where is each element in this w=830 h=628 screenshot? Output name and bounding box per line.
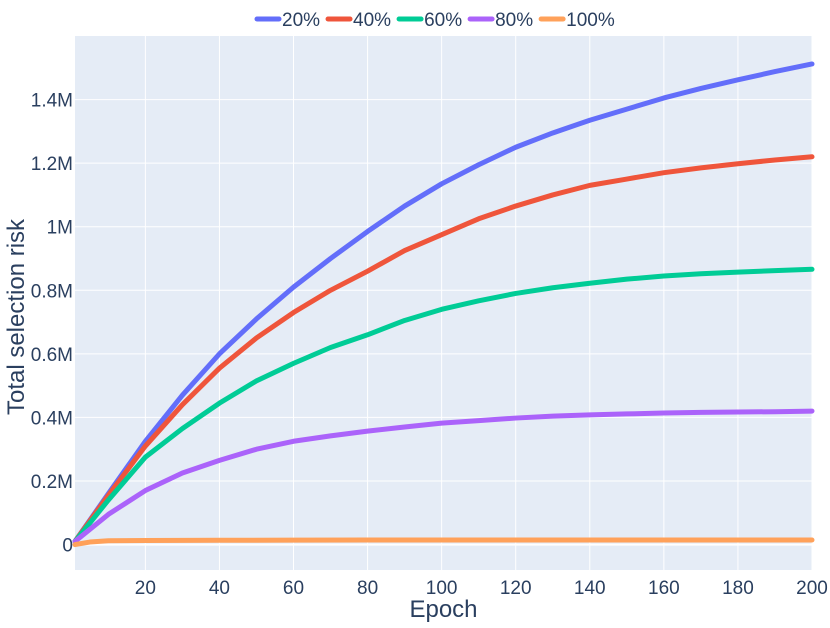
- y-tick-label: 1.2M: [31, 154, 73, 175]
- x-axis-ticks: 20 40 60 80 100 120 140 160 180 200: [135, 578, 828, 599]
- y-tick-label: 0.8M: [31, 281, 73, 302]
- grid-layer: [75, 36, 813, 570]
- x-tick-label: 140: [574, 578, 606, 599]
- series-line-3: [72, 266, 815, 544]
- y-tick-label: 1M: [47, 218, 73, 239]
- legend-label: 80%: [495, 10, 533, 31]
- y-tick-label: 0.4M: [31, 408, 73, 429]
- x-tick-label: 60: [283, 578, 304, 599]
- plot-background: [75, 36, 812, 570]
- x-tick-label: 120: [500, 578, 532, 599]
- legend-item-1[interactable]: 20%: [254, 10, 320, 31]
- legend-item-5[interactable]: 100%: [538, 10, 615, 31]
- x-tick-label: 40: [209, 578, 230, 599]
- y-axis-ticks: 0 0.2M 0.4M 0.6M 0.8M 1M 1.2M 1.4M: [31, 91, 73, 557]
- series-layer: [72, 61, 815, 548]
- x-tick-label: 180: [722, 578, 754, 599]
- series-line-4: [72, 408, 815, 544]
- legend-item-3[interactable]: 60%: [396, 10, 462, 31]
- legend-label: 20%: [282, 10, 320, 31]
- x-tick-label: 20: [135, 578, 156, 599]
- y-tick-label: 0.2M: [31, 472, 73, 493]
- series-line-2: [72, 154, 815, 544]
- x-tick-label: 100: [426, 578, 458, 599]
- legend-item-2[interactable]: 40%: [325, 10, 391, 31]
- y-tick-label: 1.4M: [31, 91, 73, 112]
- y-tick-label: 0.6M: [31, 345, 73, 366]
- x-tick-label: 200: [796, 578, 828, 599]
- series-line-1: [72, 61, 815, 544]
- series-line-5: [72, 537, 815, 548]
- y-axis-title: Total selection risk: [3, 218, 30, 415]
- legend-label: 40%: [353, 10, 391, 31]
- y-tick-label: 0: [62, 536, 73, 557]
- legend-label: 100%: [566, 10, 615, 31]
- x-tick-label: 160: [648, 578, 680, 599]
- legend: 20% 40% 60% 80% 100%: [254, 10, 615, 31]
- x-tick-label: 80: [357, 578, 378, 599]
- x-axis-title: Epoch: [409, 596, 477, 623]
- legend-label: 60%: [424, 10, 462, 31]
- legend-item-4[interactable]: 80%: [467, 10, 533, 31]
